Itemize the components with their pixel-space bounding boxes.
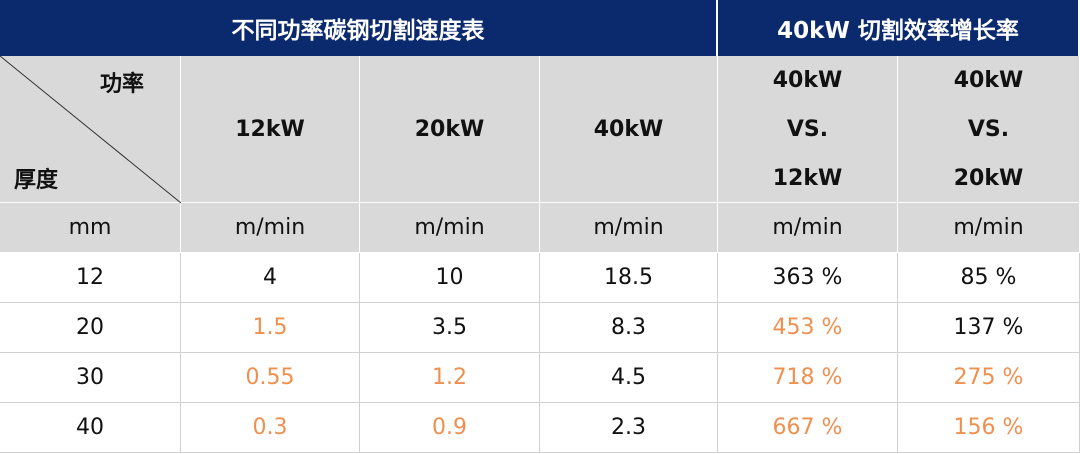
column-header: 40kW VS. 12kW [718,56,898,203]
data-cell: 667 % [718,403,898,453]
header-line: 20kW [953,165,1024,191]
data-cell: 1.5 [181,303,360,353]
column-header: 12kW [181,56,360,203]
data-cell: 363 % [718,253,898,303]
data-cell: 0.55 [181,353,360,403]
unit-cell: m/min [360,203,540,253]
column-header: 40kW VS. 20kW [898,56,1080,203]
data-cell: 18.5 [540,253,718,303]
corner-top: 功率 [100,72,145,97]
data-cell: 453 % [718,303,898,353]
header-line: 40kW [772,67,843,93]
unit-cell: m/min [898,203,1080,253]
title-cell: 不同功率碳钢切割速度表 [0,0,718,56]
data-cell: 1.2 [360,353,540,403]
data-cell: 137 % [898,303,1080,353]
column-header: 20kW [360,56,540,203]
data-cell: 3.5 [360,303,540,353]
header-line: 40kW [953,67,1024,93]
data-cell: 0.9 [360,403,540,453]
unit-cell: m/min [181,203,360,253]
unit-cell: m/min [540,203,718,253]
data-cell: 4.5 [540,353,718,403]
header-line: 12kW [772,165,843,191]
data-cell: 275 % [898,353,1080,403]
data-cell: 10 [360,253,540,303]
header-line: VS. [786,116,829,142]
title-cell: 40kW 切割效率增长率 [718,0,1080,56]
unit-cell: m/min [718,203,898,253]
corner-bottom: 厚度 [14,168,59,193]
data-cell: 4 [181,253,360,303]
data-cell: 2.3 [540,403,718,453]
data-cell: 0.3 [181,403,360,453]
header-line: 40kW [593,116,664,142]
column-header: 40kW [540,56,718,203]
data-cell: 718 % [718,353,898,403]
data-cell: 8.3 [540,303,718,353]
data-cell: 40 [0,403,181,453]
diagonal [0,56,181,203]
corner-cell: 功率厚度 [0,56,181,203]
data-cell: 85 % [898,253,1080,303]
unit-cell: mm [0,203,181,253]
data-cell: 12 [0,253,181,303]
header-line: 20kW [414,116,485,142]
data-cell: 30 [0,353,181,403]
data-cell: 156 % [898,403,1080,453]
header-line: VS. [967,116,1010,142]
data-cell: 20 [0,303,181,353]
header-line: 12kW [235,116,305,142]
